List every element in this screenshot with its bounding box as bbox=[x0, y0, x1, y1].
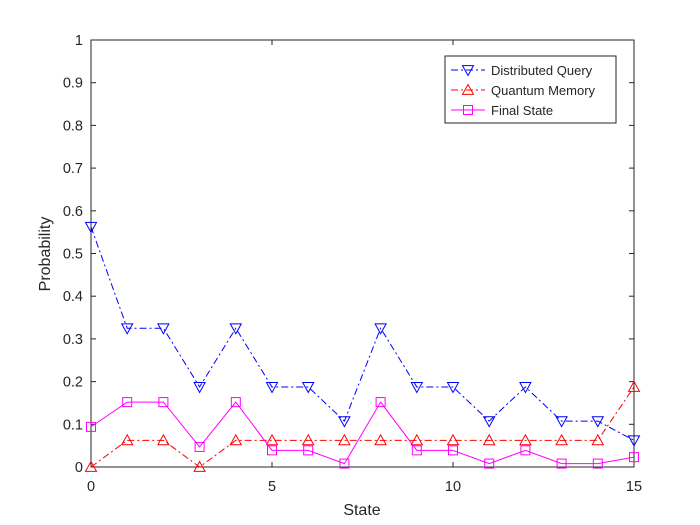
data-point bbox=[410, 433, 424, 446]
data-point bbox=[520, 445, 531, 456]
data-point bbox=[303, 445, 314, 456]
legend-label: Final State bbox=[491, 103, 553, 118]
data-point bbox=[446, 433, 460, 446]
y-tick-label: 0.1 bbox=[63, 417, 83, 433]
data-point bbox=[461, 65, 475, 77]
data-point bbox=[122, 397, 133, 408]
legend-entry: Distributed Query bbox=[451, 63, 593, 78]
data-point bbox=[339, 458, 350, 469]
data-point bbox=[301, 382, 315, 394]
data-point bbox=[158, 397, 169, 408]
data-point bbox=[265, 382, 279, 394]
data-point bbox=[374, 433, 387, 446]
y-tick-label: 0.5 bbox=[63, 247, 83, 263]
data-point bbox=[86, 421, 96, 432]
y-tick-label: 0.3 bbox=[63, 332, 83, 348]
x-tick-label: 5 bbox=[268, 479, 276, 495]
data-point bbox=[556, 458, 567, 469]
y-tick-label: 0.6 bbox=[63, 204, 83, 220]
data-point bbox=[461, 83, 475, 95]
y-tick-label: 0.2 bbox=[63, 375, 83, 391]
data-point bbox=[629, 452, 639, 463]
y-tick-label: 0.8 bbox=[63, 118, 83, 134]
data-point bbox=[120, 323, 134, 335]
series-line bbox=[90, 226, 635, 441]
data-point bbox=[193, 460, 206, 472]
data-point bbox=[338, 416, 351, 428]
legend-label: Quantum Memory bbox=[491, 83, 596, 98]
x-axis: 0 5 10 15 bbox=[87, 40, 642, 495]
data-point bbox=[84, 221, 98, 234]
data-point bbox=[484, 458, 495, 469]
data-point bbox=[555, 433, 568, 446]
x-tick-label: 0 bbox=[87, 479, 95, 495]
data-point bbox=[482, 416, 496, 428]
data-point bbox=[338, 433, 351, 446]
data-point bbox=[591, 416, 605, 428]
data-point bbox=[627, 380, 641, 392]
data-point bbox=[193, 382, 206, 394]
x-tick-label: 10 bbox=[445, 479, 461, 495]
data-point bbox=[448, 445, 458, 456]
data-point bbox=[229, 323, 243, 335]
data-point bbox=[157, 433, 170, 446]
legend-box bbox=[444, 55, 617, 124]
data-point bbox=[627, 435, 641, 447]
data-point bbox=[120, 433, 134, 446]
data-point bbox=[84, 460, 98, 472]
y-tick-label: 0.4 bbox=[63, 289, 83, 305]
data-point bbox=[230, 397, 241, 408]
series-final-state bbox=[86, 397, 639, 469]
y-tick-label: 1 bbox=[75, 33, 83, 49]
data-point bbox=[591, 433, 605, 446]
y-axis: 0 0.1 0.2 0.3 0.4 0.5 0.6 0.7 0.8 0.9 1 bbox=[63, 33, 634, 476]
data-point bbox=[301, 433, 315, 446]
y-tick-label: 0.7 bbox=[63, 161, 83, 177]
data-point bbox=[375, 397, 386, 408]
data-point bbox=[265, 433, 279, 446]
x-axis-title: State bbox=[343, 502, 380, 519]
data-point bbox=[374, 323, 387, 335]
series-line bbox=[90, 401, 635, 465]
data-point bbox=[194, 441, 205, 452]
y-axis-title: Probability bbox=[37, 217, 54, 292]
data-point bbox=[463, 105, 473, 115]
data-point bbox=[410, 382, 424, 394]
data-point bbox=[229, 433, 243, 446]
data-point bbox=[157, 323, 170, 335]
y-tick-label: 0.9 bbox=[63, 76, 83, 92]
series-distributed-query bbox=[84, 221, 641, 447]
data-point bbox=[411, 445, 422, 456]
data-point bbox=[555, 416, 568, 428]
legend-entry: Final State bbox=[451, 103, 553, 118]
series-quantum-memory bbox=[84, 380, 641, 472]
y-tick-label: 0 bbox=[75, 460, 83, 476]
legend: Distributed Query Quantum Memory Final Sta… bbox=[444, 55, 617, 124]
data-point bbox=[519, 433, 532, 446]
legend-label: Distributed Query bbox=[491, 63, 593, 78]
data-point bbox=[446, 382, 460, 394]
legend-entry: Quantum Memory bbox=[451, 83, 596, 98]
data-point bbox=[519, 382, 532, 394]
data-point bbox=[267, 445, 277, 456]
x-tick-label: 15 bbox=[626, 479, 642, 495]
series-layer bbox=[84, 221, 641, 472]
data-point bbox=[482, 433, 496, 446]
data-point bbox=[592, 458, 603, 469]
